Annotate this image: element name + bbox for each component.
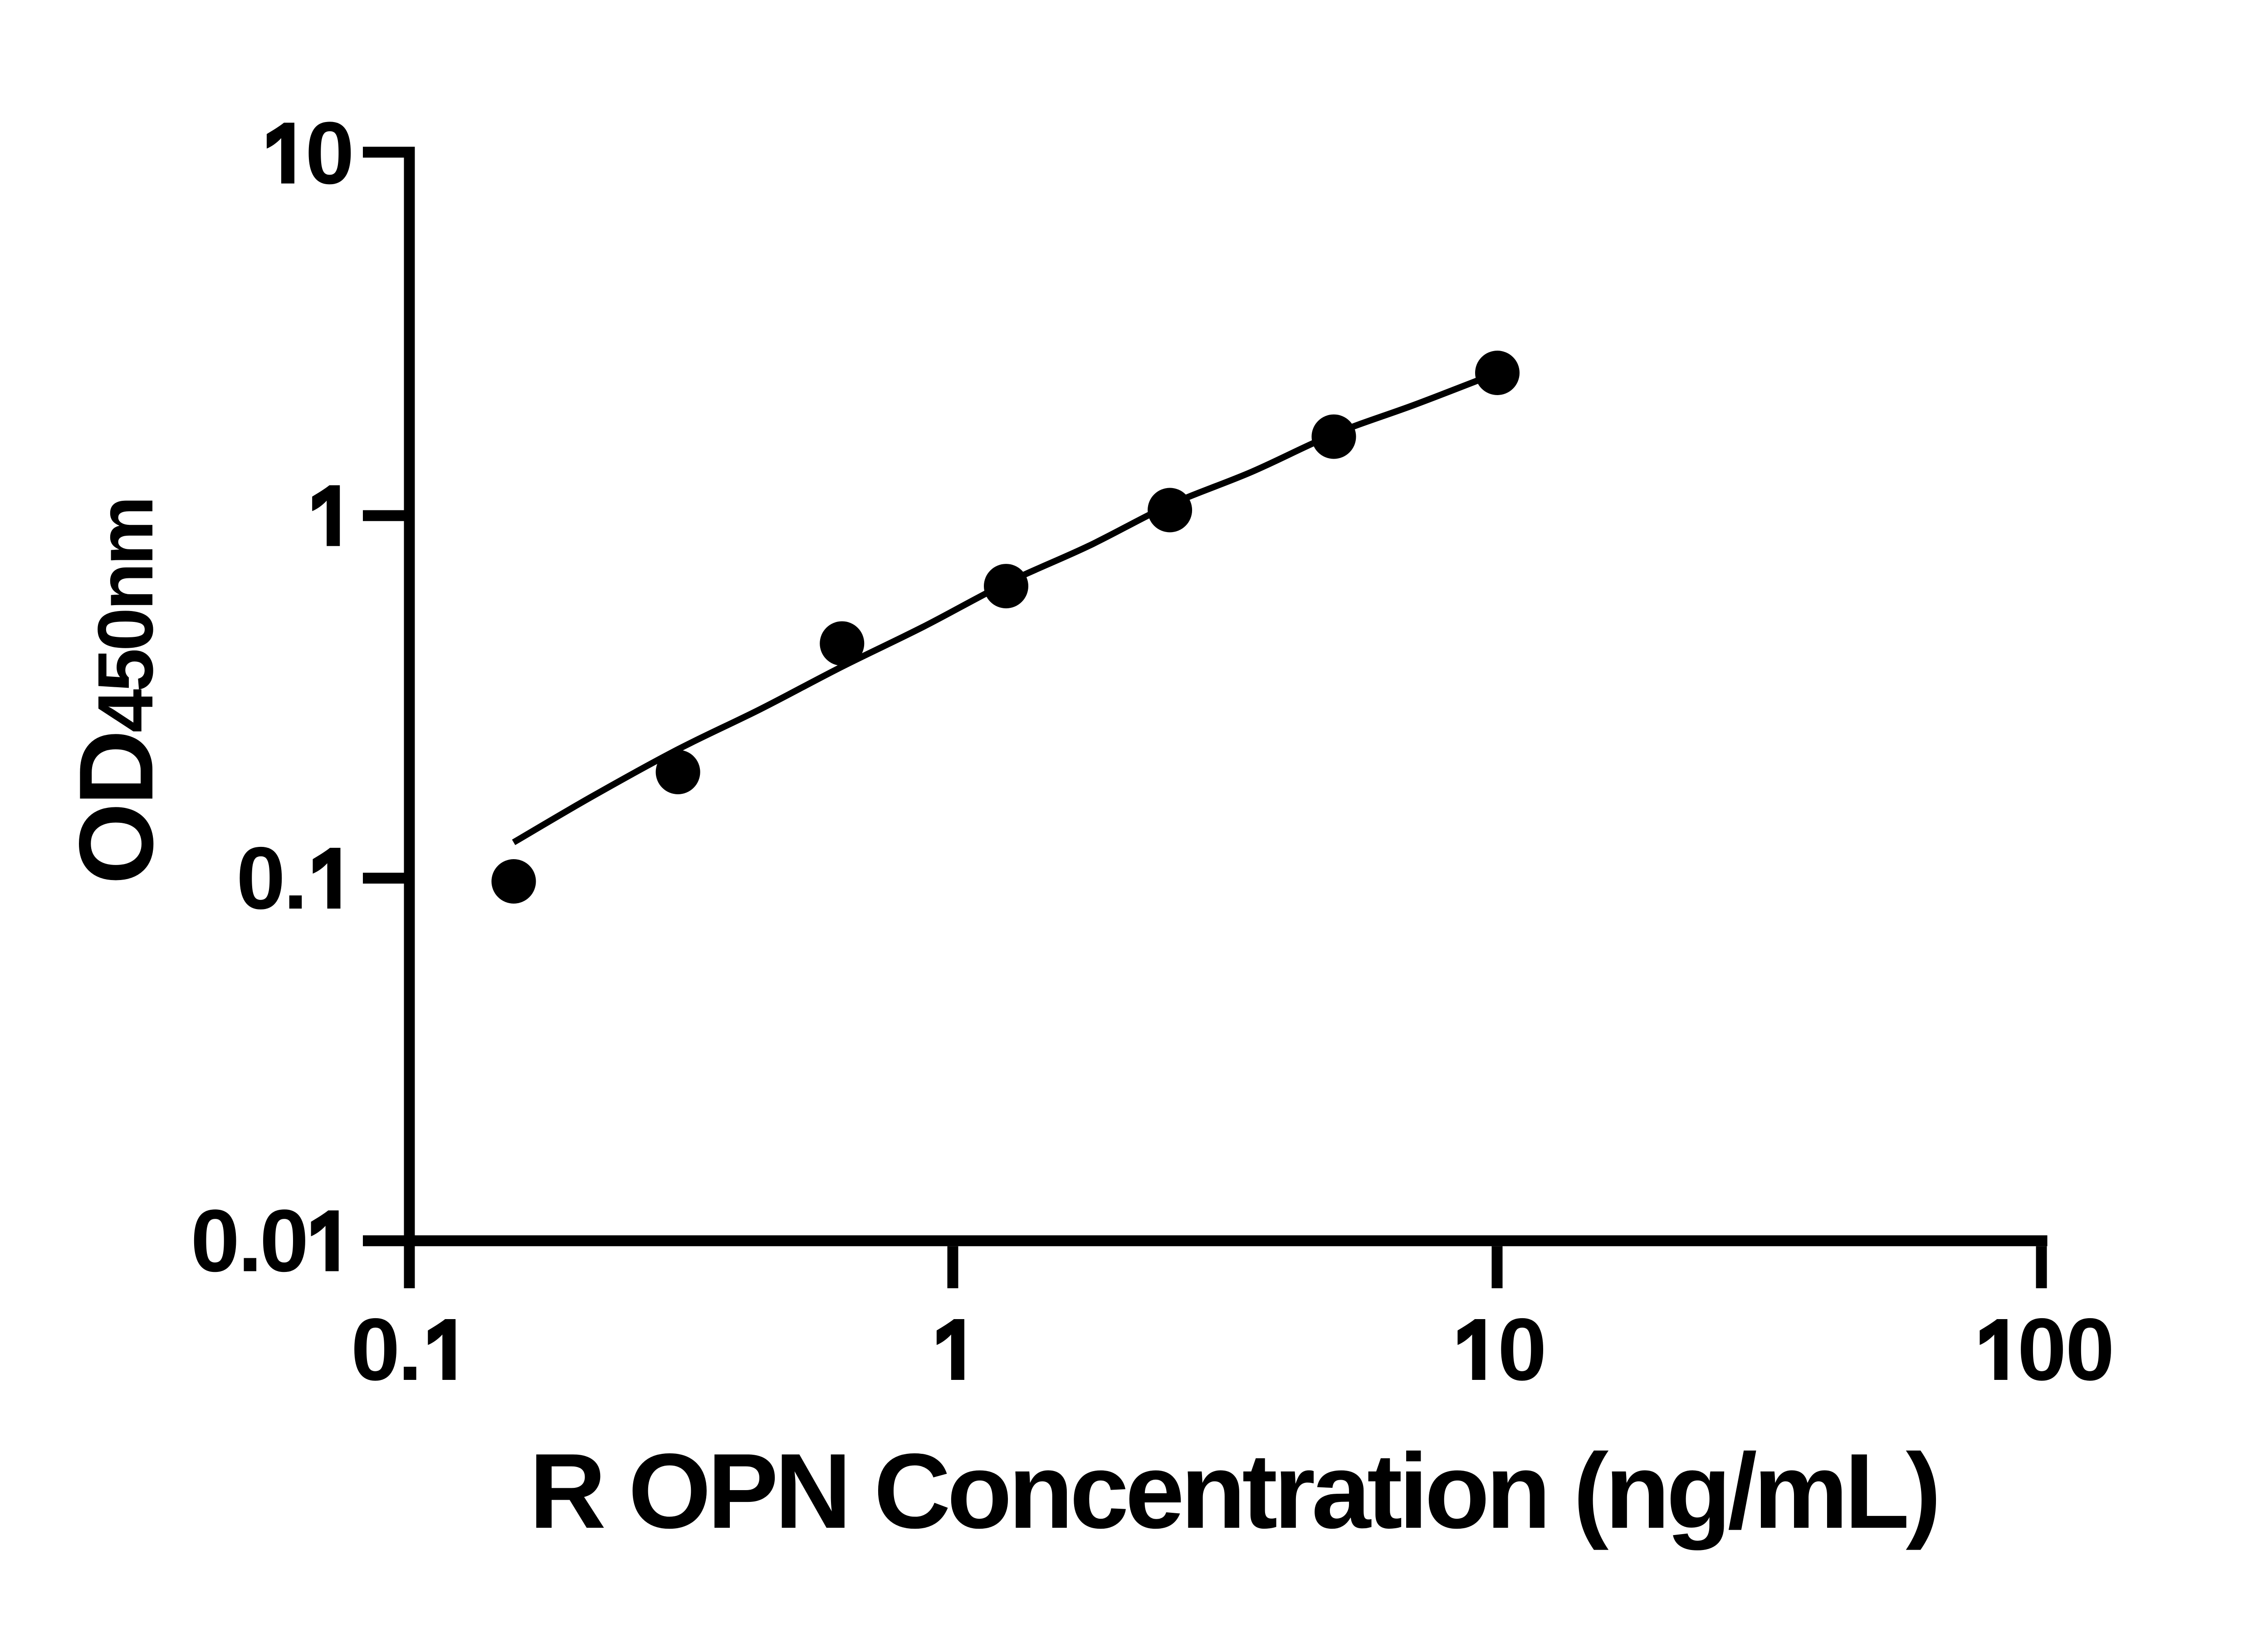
svg-text:OD450nm: OD450nm <box>58 499 175 885</box>
svg-text:0.0: 0.0 <box>191 1191 309 1290</box>
svg-text:00: 00 <box>2017 1300 2114 1399</box>
svg-text:0: 0 <box>1498 1300 1547 1399</box>
svg-text:0: 0 <box>305 104 354 203</box>
svg-text:0.: 0. <box>351 1300 423 1399</box>
svg-text:0.: 0. <box>236 829 308 928</box>
svg-text:R OPN Concentration (ng/mL): R OPN Concentration (ng/mL) <box>529 1431 1938 1550</box>
